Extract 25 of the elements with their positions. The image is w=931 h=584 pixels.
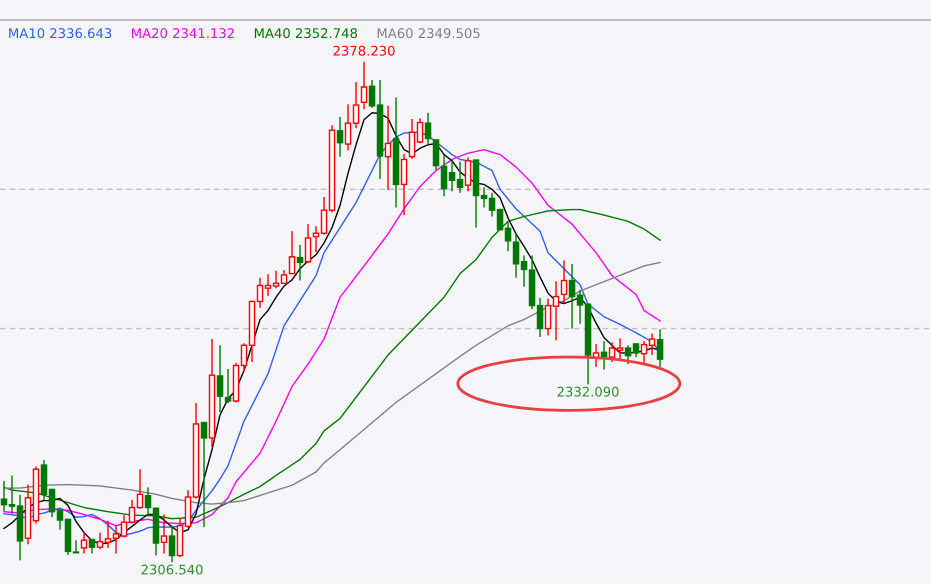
candlestick <box>168 526 176 562</box>
text: MA60 2349.505 <box>378 28 480 38</box>
text: MA40 2352.748 <box>254 28 358 38</box>
candlestick <box>216 345 224 412</box>
candlestick <box>600 341 608 370</box>
candlestick <box>336 116 344 157</box>
candlestick <box>160 514 168 554</box>
candlestick <box>224 368 232 404</box>
annotation: 2332.090 <box>558 386 619 397</box>
candlestick <box>384 106 392 190</box>
candlestick <box>296 245 304 281</box>
candlestick <box>80 532 88 554</box>
candlestick <box>424 112 432 145</box>
text: MA20 2341.132 <box>132 28 234 38</box>
candlestick <box>360 62 368 110</box>
candlestick <box>304 224 312 262</box>
candlestick <box>392 97 400 208</box>
candlestick <box>288 231 296 274</box>
candlestick <box>560 260 568 303</box>
candlestick <box>208 339 216 447</box>
annotation: 2378.230 <box>334 46 395 56</box>
text: MA10 2336.643 <box>9 28 112 38</box>
candlestick <box>400 154 408 216</box>
annotation: 2306.540 <box>142 564 203 575</box>
candlestick <box>656 329 664 367</box>
